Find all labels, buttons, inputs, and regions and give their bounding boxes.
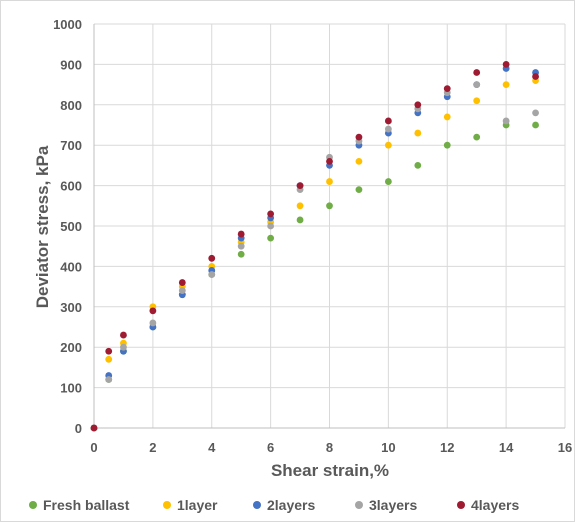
point-s1-15 — [502, 81, 510, 88]
series-1 — [90, 77, 539, 432]
point-s1-9 — [326, 178, 333, 185]
point-s3-2 — [120, 343, 127, 351]
y-tick-label-5: 500 — [60, 219, 82, 234]
x-tick-label-2: 4 — [208, 440, 216, 455]
point-s4-11 — [384, 117, 392, 125]
point-s3-3 — [149, 319, 157, 327]
point-s4-8 — [296, 182, 304, 190]
point-s4-13 — [443, 85, 451, 93]
y-tick-label-8: 800 — [60, 98, 82, 113]
legend-marker-0 — [29, 501, 37, 509]
point-s3-11 — [384, 125, 392, 133]
legend-marker-1 — [163, 501, 171, 509]
y-tick-label-1: 100 — [60, 381, 82, 396]
point-s1-14 — [473, 97, 481, 105]
legend-item-1: 1layer — [163, 497, 218, 513]
series-4 — [90, 61, 539, 432]
legend-label-4: 4layers — [471, 497, 519, 513]
y-tick-label-3: 300 — [60, 300, 82, 315]
point-s4-15 — [502, 61, 510, 68]
y-axis-title: Deviator stress, kPa — [33, 145, 52, 308]
point-s0-6 — [237, 250, 245, 258]
x-tick-label-7: 14 — [499, 440, 514, 455]
point-s0-11 — [384, 178, 392, 185]
point-s3-1 — [105, 376, 113, 383]
y-tick-label-7: 700 — [60, 138, 82, 153]
x-tick-label-5: 10 — [381, 440, 395, 455]
point-s1-8 — [296, 202, 304, 210]
legend-label-2: 2layers — [267, 497, 315, 513]
point-s1-11 — [384, 141, 392, 149]
point-s0-9 — [326, 202, 333, 210]
y-tick-label-10: 1000 — [53, 17, 82, 32]
point-s0-12 — [414, 162, 422, 169]
point-s4-1 — [105, 347, 113, 355]
x-tick-label-4: 8 — [326, 440, 333, 455]
point-s0-14 — [473, 133, 481, 141]
point-s4-12 — [414, 101, 422, 109]
y-tick-label-9: 900 — [60, 57, 82, 72]
x-tick-label-3: 6 — [267, 440, 274, 455]
legend-item-3: 3layers — [355, 497, 417, 513]
x-tick-label-0: 0 — [90, 440, 97, 455]
y-tick-label-0: 0 — [75, 421, 82, 436]
legend-marker-2 — [253, 501, 261, 509]
point-s3-6 — [237, 242, 245, 250]
legend-label-3: 3layers — [369, 497, 417, 513]
point-s3-15 — [502, 117, 510, 125]
point-s3-7 — [267, 222, 275, 230]
point-s0-7 — [267, 234, 275, 242]
y-tick-label-2: 200 — [60, 340, 82, 355]
x-tick-label-6: 12 — [440, 440, 454, 455]
point-s3-14 — [473, 81, 481, 88]
legend-label-0: Fresh ballast — [43, 497, 130, 513]
point-s4-14 — [473, 69, 481, 76]
point-s1-1 — [105, 355, 113, 363]
point-s0-16 — [532, 121, 539, 129]
point-s0-13 — [443, 141, 451, 149]
grid-lines — [94, 23, 566, 428]
point-s4-9 — [326, 157, 333, 165]
x-tick-label-8: 16 — [558, 440, 572, 455]
data-points — [90, 61, 539, 432]
point-s4-5 — [208, 254, 216, 262]
x-tick-label-1: 2 — [149, 440, 156, 455]
point-s0-8 — [296, 216, 304, 224]
x-tick-labels: 0 2 4 6 8 10 12 14 16 — [90, 440, 572, 455]
point-s3-16 — [532, 109, 539, 117]
series-3 — [90, 81, 539, 432]
axes — [93, 24, 565, 429]
legend-marker-4 — [457, 501, 465, 509]
point-s1-10 — [355, 157, 363, 165]
point-s4-3 — [149, 307, 157, 315]
point-s4-0 — [90, 424, 98, 432]
x-axis-title: Shear strain,% — [271, 461, 389, 480]
y-tick-labels: 0 100 200 300 400 500 600 700 800 900 1000 — [53, 17, 82, 436]
y-tick-label-4: 400 — [60, 259, 82, 274]
point-s4-6 — [237, 230, 245, 238]
legend-label-1: 1layer — [177, 497, 218, 513]
legend-marker-3 — [355, 501, 363, 509]
point-s1-13 — [443, 113, 451, 121]
point-s4-10 — [355, 133, 363, 141]
legend: Fresh ballast 1layer 2layers 3layers 4layers — [29, 497, 519, 513]
point-s4-7 — [267, 210, 275, 218]
point-s1-12 — [414, 129, 422, 137]
point-s0-10 — [355, 186, 363, 194]
series-2 — [90, 65, 539, 432]
y-tick-label-6: 600 — [60, 179, 82, 194]
point-s4-4 — [178, 279, 186, 286]
point-s3-5 — [208, 271, 216, 278]
legend-item-0: Fresh ballast — [29, 497, 130, 513]
legend-item-2: 2layers — [253, 497, 315, 513]
point-s4-2 — [120, 331, 127, 339]
series-0 — [90, 121, 539, 432]
legend-item-4: 4layers — [457, 497, 519, 513]
point-s3-4 — [178, 287, 186, 295]
point-s4-16 — [532, 73, 539, 80]
